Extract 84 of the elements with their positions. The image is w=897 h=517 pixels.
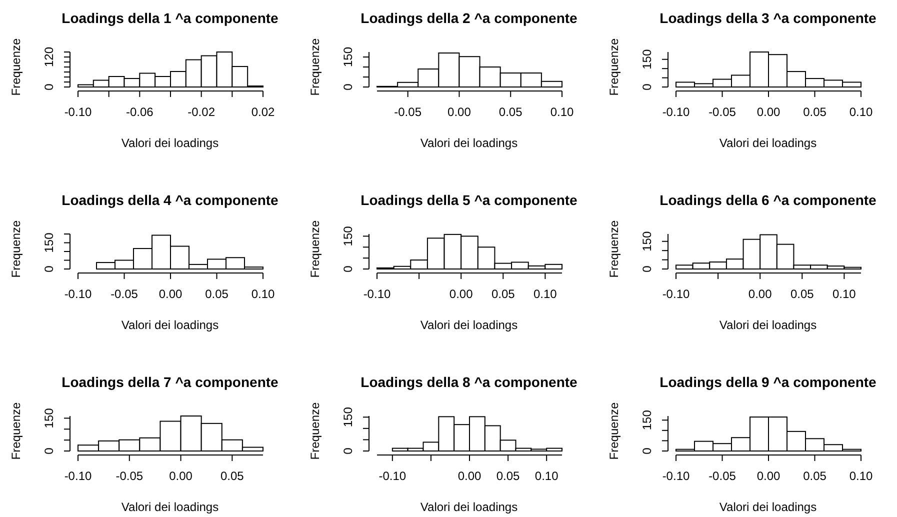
x-tick-label: -0.10 <box>64 105 92 119</box>
y-tick-label: 0 <box>42 265 56 272</box>
chart-title: Loadings della 4 ^a componente <box>62 192 279 208</box>
y-axis-title: Frequenze <box>308 38 322 96</box>
x-tick-label: 0.00 <box>449 287 474 301</box>
x-tick-label: -0.02 <box>188 105 216 119</box>
x-tick-label: -0.10 <box>64 287 92 301</box>
x-tick-label: 0.10 <box>251 287 275 301</box>
x-axis-title: Valori dei loadings <box>121 136 219 150</box>
y-axis-title: Frequenze <box>9 38 23 96</box>
chart-title: Loadings della 5 ^a componente <box>360 192 578 208</box>
chart-title: Loadings della 3 ^a componente <box>660 10 877 26</box>
chart-title: Loadings della 1 ^a componente <box>62 10 279 26</box>
x-tick-label: 0.00 <box>458 469 482 483</box>
x-tick-label: 0.10 <box>849 105 873 119</box>
y-tick-label: 0 <box>640 447 654 454</box>
x-axis-title: Valori dei loadings <box>420 318 518 332</box>
y-axis-title: Frequenze <box>607 220 621 278</box>
x-tick-label: 0.00 <box>756 105 780 119</box>
y-tick-label: 0 <box>42 83 56 90</box>
x-tick-label: 0.05 <box>790 287 814 301</box>
x-tick-label: 0.00 <box>169 469 193 483</box>
x-tick-label: 0.10 <box>534 469 559 483</box>
chart-title: Loadings della 2 ^a componente <box>360 10 578 26</box>
y-axis-title: Frequenze <box>9 402 23 460</box>
x-tick-label: -0.10 <box>662 287 690 301</box>
y-tick-label: 150 <box>640 410 654 430</box>
y-axis-title: Frequenze <box>607 38 621 96</box>
x-tick-label: -0.05 <box>116 469 144 483</box>
x-axis-title: Valori dei loadings <box>121 500 219 514</box>
y-tick-label: 0 <box>640 83 654 90</box>
x-axis-title: Valori dei loadings <box>420 500 518 514</box>
x-tick-label: 0.00 <box>448 105 472 119</box>
x-axis-title: Valori dei loadings <box>121 318 219 332</box>
y-tick-label: 150 <box>341 46 355 68</box>
y-axis-title: Frequenze <box>9 220 23 278</box>
y-tick-label: 150 <box>341 406 355 428</box>
x-tick-label: 0.10 <box>832 287 856 301</box>
y-axis-title: Frequenze <box>308 220 322 278</box>
x-tick-label: 0.05 <box>496 469 520 483</box>
x-tick-label: 0.05 <box>498 105 523 119</box>
x-tick-label: 0.10 <box>550 105 574 119</box>
y-tick-label: 120 <box>42 46 56 68</box>
x-tick-label: 0.00 <box>748 287 772 301</box>
x-tick-label: 0.05 <box>491 287 516 301</box>
x-tick-label: -0.06 <box>126 105 154 119</box>
x-tick-label: 0.02 <box>251 105 275 119</box>
x-tick-label: -0.10 <box>662 105 690 119</box>
x-axis-title: Valori dei loadings <box>719 318 817 332</box>
chart-title: Loadings della 6 ^a componente <box>660 192 877 208</box>
x-tick-label: -0.05 <box>394 105 422 119</box>
y-tick-label: 150 <box>640 231 654 252</box>
chart-title: Loadings della 7 ^a componente <box>62 374 279 390</box>
x-axis-title: Valori dei loadings <box>719 500 817 514</box>
x-tick-label: 0.05 <box>803 469 827 483</box>
x-tick-label: -0.10 <box>64 469 92 483</box>
x-tick-label: 0.05 <box>220 469 244 483</box>
x-tick-label: -0.05 <box>110 287 138 301</box>
x-tick-label: -0.05 <box>708 105 736 119</box>
y-axis-title: Frequenze <box>308 402 322 460</box>
y-axis-title: Frequenze <box>607 402 621 460</box>
y-tick-label: 0 <box>341 447 355 454</box>
y-tick-label: 0 <box>341 265 355 272</box>
x-tick-label: -0.10 <box>378 469 406 483</box>
x-tick-label: 0.10 <box>849 469 873 483</box>
y-tick-label: 0 <box>341 83 355 90</box>
y-tick-label: 150 <box>341 226 355 246</box>
y-tick-label: 150 <box>640 49 654 70</box>
x-tick-label: 0.00 <box>756 469 780 483</box>
y-tick-label: 0 <box>42 447 56 454</box>
chart-title: Loadings della 9 ^a componente <box>660 374 877 390</box>
x-tick-label: 0.05 <box>205 287 229 301</box>
x-tick-label: 0.10 <box>534 287 558 301</box>
x-tick-label: 0.05 <box>803 105 827 119</box>
x-tick-label: -0.05 <box>708 469 736 483</box>
x-tick-label: -0.10 <box>662 469 690 483</box>
y-tick-label: 0 <box>640 265 654 272</box>
y-tick-label: 150 <box>42 408 56 428</box>
x-axis-title: Valori dei loadings <box>420 136 518 150</box>
x-axis-title: Valori dei loadings <box>719 136 817 150</box>
x-tick-label: 0.00 <box>158 287 182 301</box>
y-tick-label: 150 <box>42 232 56 253</box>
chart-title: Loadings della 8 ^a componente <box>360 374 578 390</box>
x-tick-label: -0.10 <box>363 287 391 301</box>
